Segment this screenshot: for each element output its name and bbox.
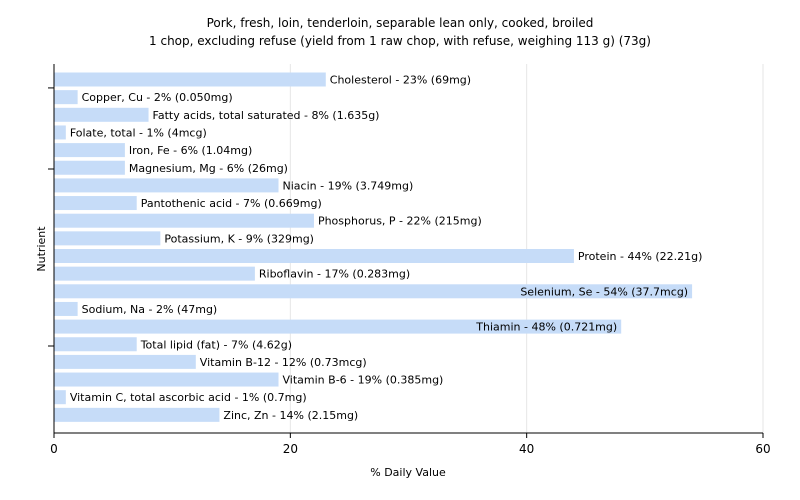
bar-label: Phosphorus, P - 22% (215mg)	[318, 215, 482, 228]
y-axis-title: Nutrient	[35, 226, 48, 272]
bar-label: Potassium, K - 9% (329mg)	[164, 232, 314, 245]
x-tick-label: 40	[519, 442, 534, 456]
bar	[54, 337, 137, 352]
bar	[54, 107, 149, 122]
bar-label: Iron, Fe - 6% (1.04mg)	[129, 144, 252, 157]
bar-label: Protein - 44% (22.21g)	[578, 250, 703, 263]
bar-label: Riboflavin - 17% (0.283mg)	[259, 268, 410, 281]
bar-label: Cholesterol - 23% (69mg)	[330, 74, 471, 87]
bar	[54, 143, 125, 158]
plot-area: Cholesterol - 23% (69mg) Copper, Cu - 2% …	[48, 64, 771, 456]
bar	[54, 390, 66, 405]
bar-label: Selenium, Se - 54% (37.7mcg)	[520, 285, 688, 298]
x-axis-title: % Daily Value	[370, 466, 446, 479]
chart-title-line-1: Pork, fresh, loin, tenderloin, separable…	[207, 16, 594, 30]
bar-label: Sodium, Na - 2% (47mg)	[82, 303, 218, 316]
bar-label: Magnesium, Mg - 6% (26mg)	[129, 162, 288, 175]
bar	[54, 160, 125, 175]
bar-label: Pantothenic acid - 7% (0.669mg)	[141, 197, 322, 210]
bar	[54, 231, 161, 246]
bar-label: Copper, Cu - 2% (0.050mg)	[82, 91, 233, 104]
x-tick-label: 0	[50, 442, 58, 456]
bar	[54, 90, 78, 105]
bar	[54, 407, 220, 422]
bar	[54, 213, 314, 228]
bar-label: Vitamin C, total ascorbic acid - 1% (0.7…	[70, 391, 307, 404]
bar-label: Niacin - 19% (3.749mg)	[283, 179, 414, 192]
bar-label: Folate, total - 1% (4mcg)	[70, 126, 207, 139]
bar	[54, 125, 66, 140]
bar	[54, 301, 78, 316]
bar	[54, 284, 693, 299]
bar-label: Total lipid (fat) - 7% (4.62g)	[140, 338, 292, 351]
x-tick-label: 60	[755, 442, 770, 456]
bar-label: Vitamin B-6 - 19% (0.385mg)	[283, 374, 444, 387]
bar-label: Vitamin B-12 - 12% (0.73mcg)	[200, 356, 367, 369]
bar	[54, 354, 196, 369]
chart-title-line-2: 1 chop, excluding refuse (yield from 1 r…	[149, 34, 651, 48]
bar	[54, 72, 326, 87]
bar-label: Zinc, Zn - 14% (2.15mg)	[223, 409, 358, 422]
bar-label: Fatty acids, total saturated - 8% (1.635…	[153, 109, 380, 122]
bar-label: Thiamin - 48% (0.721mg)	[475, 321, 617, 334]
bar	[54, 249, 574, 263]
bar	[54, 372, 279, 387]
bar	[54, 178, 279, 193]
bar	[54, 196, 137, 211]
bar	[54, 266, 255, 281]
x-tick-label: 20	[283, 442, 298, 456]
bar	[54, 319, 622, 334]
